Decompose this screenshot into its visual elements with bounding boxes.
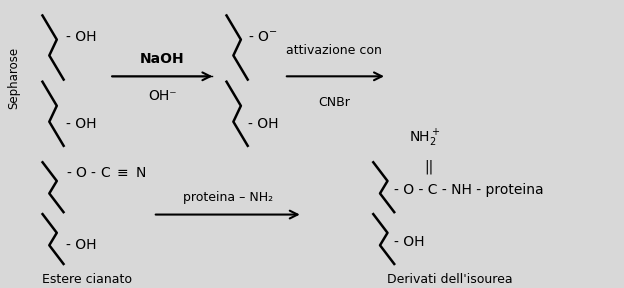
Text: - O$^{-}$: - O$^{-}$ xyxy=(248,31,278,44)
Text: Derivati dell'isourea: Derivati dell'isourea xyxy=(387,273,512,286)
Text: attivazione con: attivazione con xyxy=(286,44,382,57)
Text: - OH: - OH xyxy=(248,117,279,131)
Text: NH$_2^+$: NH$_2^+$ xyxy=(409,128,440,149)
Text: Estere cianato: Estere cianato xyxy=(42,273,132,286)
Text: - OH: - OH xyxy=(394,235,425,249)
Text: ||: || xyxy=(424,160,433,174)
Text: NaOH: NaOH xyxy=(140,52,185,66)
Text: - O - C - NH - proteina: - O - C - NH - proteina xyxy=(394,183,544,197)
Text: - OH: - OH xyxy=(66,31,96,44)
Text: OH⁻: OH⁻ xyxy=(148,90,177,103)
Text: - OH: - OH xyxy=(66,238,96,252)
Text: - O - C $\equiv$ N: - O - C $\equiv$ N xyxy=(66,166,146,180)
Text: Sepharose: Sepharose xyxy=(7,47,20,109)
Text: CNBr: CNBr xyxy=(318,96,350,109)
Text: - OH: - OH xyxy=(66,117,96,131)
Text: proteina – NH₂: proteina – NH₂ xyxy=(183,191,273,204)
